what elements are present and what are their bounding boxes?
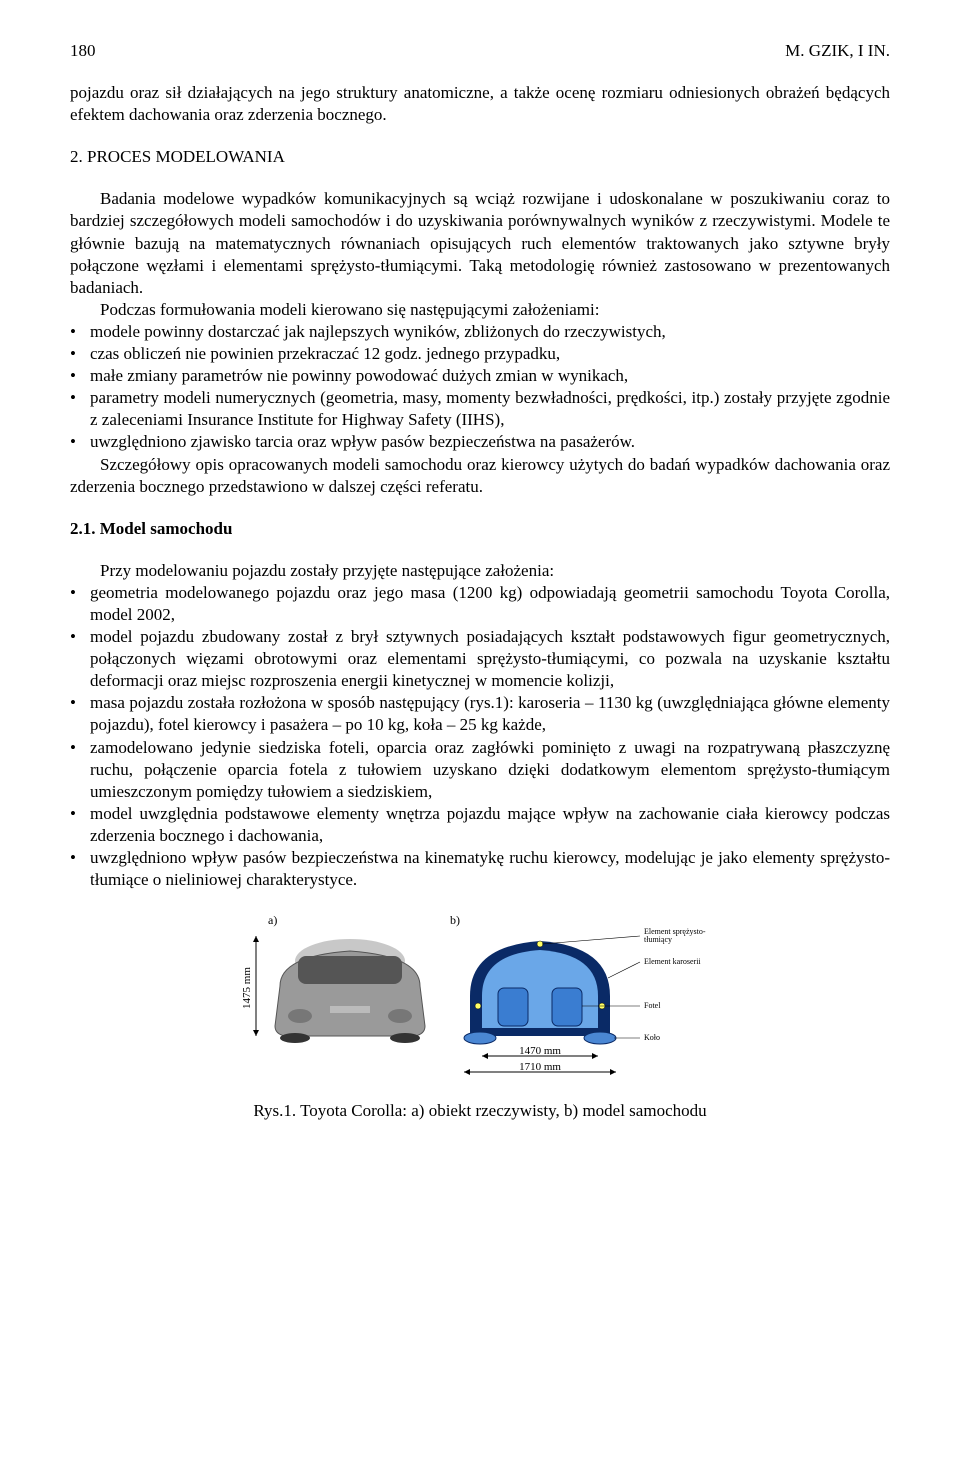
list-item: małe zmiany parametrów nie powinny powod… (70, 365, 890, 387)
height-label: 1475 mm (241, 967, 253, 1009)
list-item: modele powinny dostarczać jak najlepszyc… (70, 321, 890, 343)
list-item: model pojazdu zbudowany został z brył sz… (70, 626, 890, 692)
list-item: geometria modelowanego pojazdu oraz jego… (70, 582, 890, 626)
legend-seat: Fotel (644, 1001, 661, 1010)
car-photo-icon (275, 939, 425, 1043)
panel-a-label: a) (268, 913, 277, 927)
figure: a) 1475 mm b) (70, 906, 890, 1122)
list-item: parametry modeli numerycznych (geometria… (70, 387, 890, 431)
section2-para1: Badania modelowe wypadków komunikacyjnyc… (70, 188, 890, 298)
section2-bullets: modele powinny dostarczać jak najlepszyc… (70, 321, 890, 454)
figure-svg: a) 1475 mm b) (220, 906, 740, 1086)
intro-paragraph: pojazdu oraz sił działających na jego st… (70, 82, 890, 126)
section2-para2-lead: Podczas formułowania modeli kierowano si… (70, 299, 890, 321)
car-model-icon (464, 941, 616, 1044)
width-label-2: 1710 mm (519, 1061, 561, 1073)
legend-body: Element karoserii (644, 957, 701, 966)
legend-wheel: Koło (644, 1033, 660, 1042)
list-item: uwzględniono zjawisko tarcia oraz wpływ … (70, 431, 890, 453)
list-item: zamodelowano jedynie siedziska foteli, o… (70, 737, 890, 803)
width-label: 1470 mm (519, 1045, 561, 1057)
page-number: 180 (70, 40, 96, 62)
list-item: model uwzględnia podstawowe elementy wnę… (70, 803, 890, 847)
section21-lead: Przy modelowaniu pojazdu zostały przyjęt… (70, 560, 890, 582)
list-item: masa pojazdu została rozłożona w sposób … (70, 692, 890, 736)
list-item: czas obliczeń nie powinien przekraczać 1… (70, 343, 890, 365)
section-heading: 2. PROCES MODELOWANIA (70, 146, 890, 168)
page-header: 180 M. GZIK, I IN. (70, 40, 890, 62)
figure-caption: Rys.1. Toyota Corolla: a) obiekt rzeczyw… (70, 1100, 890, 1122)
subsection-heading: 2.1. Model samochodu (70, 518, 890, 540)
header-author: M. GZIK, I IN. (785, 40, 890, 62)
panel-b-label: b) (450, 913, 460, 927)
list-item: uwzględniono wpływ pasów bezpieczeństwa … (70, 847, 890, 891)
section2-para3: Szczegółowy opis opracowanych modeli sam… (70, 454, 890, 498)
section21-bullets: geometria modelowanego pojazdu oraz jego… (70, 582, 890, 891)
svg-text:tłumiący: tłumiący (644, 935, 672, 944)
